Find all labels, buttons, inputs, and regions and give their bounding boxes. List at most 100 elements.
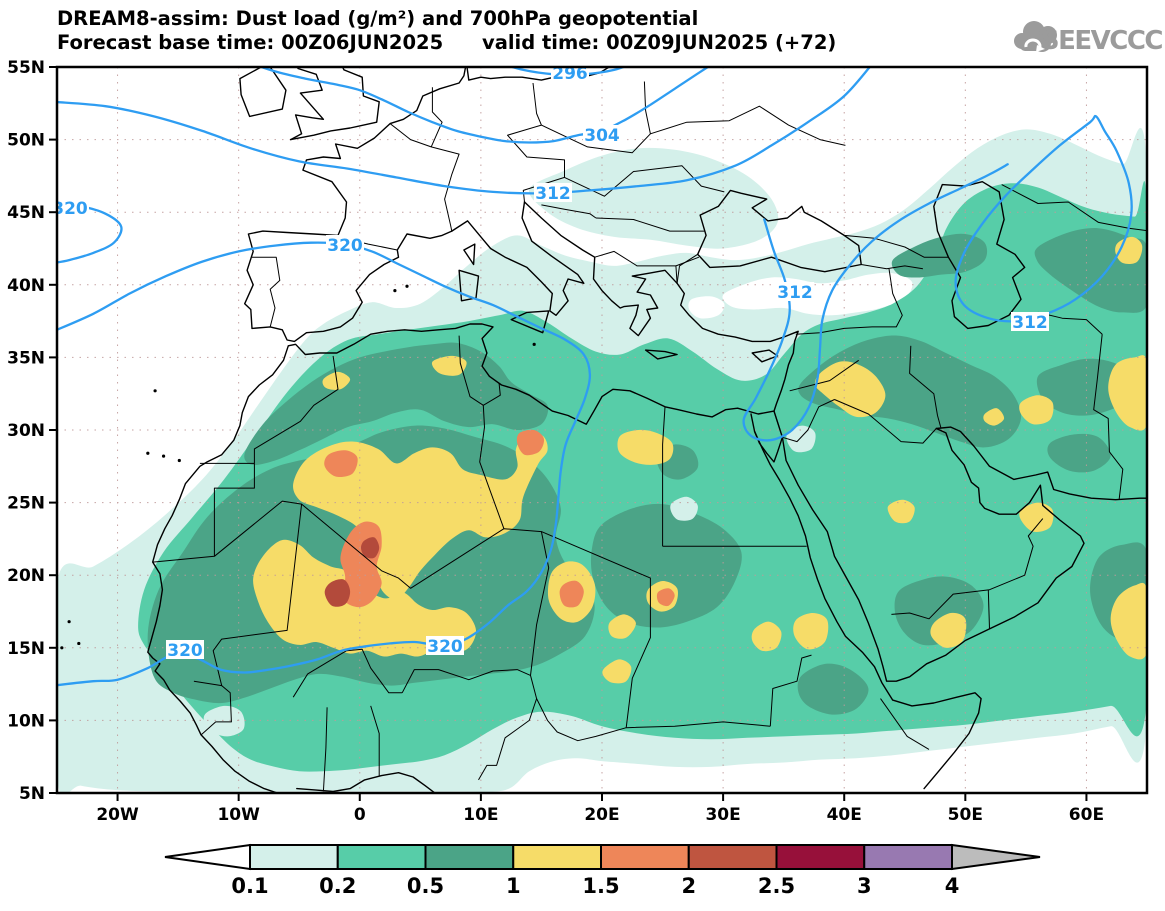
island-dot [405,284,409,288]
contour-label: 312 [777,283,813,303]
country-border [987,589,990,629]
coastline [290,67,325,141]
contour-label-halo [1011,312,1049,331]
lon-tick-label: 20E [584,805,619,825]
lat-tick-label: 50N [7,131,45,151]
contour-label: 312 [535,184,571,204]
colorbar-segment [336,844,427,870]
country-border [643,81,846,146]
country-border [769,654,812,727]
dust-region-0.5 [244,342,549,466]
coastline [290,67,380,141]
lat-tick-label: 40N [7,276,45,296]
contour-label: 320 [327,236,363,256]
country-border [595,217,705,232]
dust-region-1 [887,499,915,524]
graticule [57,67,1147,793]
lon-tick-label: 20W [96,805,139,825]
contour-label: 296 [552,64,588,84]
map-layers: 296 304 312 320 320 320 320 312 312 [52,64,1147,793]
coastline [239,67,287,118]
country-border [252,256,281,328]
lon-tick-label: 40E [827,805,862,825]
lat-tick-label: 5N [19,784,45,804]
country-border [253,355,339,464]
lon-tick-label: 60E [1069,805,1104,825]
coastline [510,310,550,334]
contour-label: 320 [167,641,203,661]
country-border [479,383,505,529]
contour-label: 304 [584,126,620,146]
contour-label-halo [534,183,572,202]
contour-label-halo [426,636,464,655]
contour-label-halo [57,198,89,217]
country-border [152,463,255,563]
coastline [781,427,1085,682]
country-border [861,264,923,270]
coastline [302,67,467,237]
lat-tick-label: 55N [7,58,45,78]
coastline [751,349,779,363]
country-border [844,234,949,258]
coastline [935,426,1147,501]
contour-label-halo [551,67,589,82]
country-border [795,268,903,335]
dust-region-1.5 [656,588,675,607]
country-border [782,399,835,443]
country-border [200,685,232,736]
dust-region-hole [722,272,913,316]
dust-region-1 [431,355,467,376]
country-border [1001,184,1147,232]
dust-region-0.1 [786,425,816,453]
logo-text: SEEVCCC [1041,26,1163,56]
dust-region-1.5 [324,450,358,477]
country-border [834,399,937,444]
axes: 55N 50N 45N 40N 35N 30N 25N 20N 15N 10N 5N 20W 10W 0 1… [7,58,1104,825]
geopotential-contour-304 [257,67,711,144]
cloud-icon [1014,21,1057,52]
contour-label: 320 [427,637,463,657]
country-border [564,165,725,197]
dust-region-0.1 [203,705,245,737]
contour-label: 320 [52,199,88,219]
dust-region-1 [1019,395,1054,425]
colorbar-tick-label: 1.5 [582,874,619,898]
lat-tick-label: 20N [7,566,45,586]
country-border [880,698,930,750]
lon-tick-label: 30E [705,805,740,825]
dust-region-1 [983,408,1005,426]
colorbar-tick-label: 4 [945,874,960,898]
seevccc-logo: SEEVCCC [1014,21,1164,56]
country-border [594,250,678,284]
dust-region-1 [793,613,829,650]
island-dot [153,389,157,393]
coastline [296,772,436,793]
dust-region-1 [617,429,674,465]
country-border [541,204,597,219]
colorbar-tick-label: 0.2 [319,874,356,898]
lon-tick-label: 10W [217,805,260,825]
country-border [292,648,403,698]
contour-label-halo [326,235,364,254]
geopotential-contour-312 [742,163,1009,442]
colorbar-segment [600,844,690,870]
forecast-base-time: Forecast base time: 00Z06JUN2025 [57,31,443,54]
country-border [430,87,443,148]
colorbar-tick-label: 0.1 [231,874,268,898]
dust-region-2 [361,537,380,559]
dust-region-1 [1108,355,1147,431]
dust-region-0.5 [1047,433,1111,473]
country-border [891,518,1044,620]
colorbar-tick-label: 0.5 [407,874,444,898]
colorbar-tick-label: 3 [857,874,872,898]
colorbar-segment [863,844,953,870]
country-border [536,698,627,742]
island-dot [532,342,536,346]
map-title: DREAM8-assim: Dust load (g/m²) and 700hP… [57,7,698,30]
dust-region-1 [608,614,636,639]
dust-region-2 [324,579,351,607]
country-border [478,675,538,781]
country-border [773,410,783,438]
coastline [244,230,453,343]
country-border [675,256,700,267]
